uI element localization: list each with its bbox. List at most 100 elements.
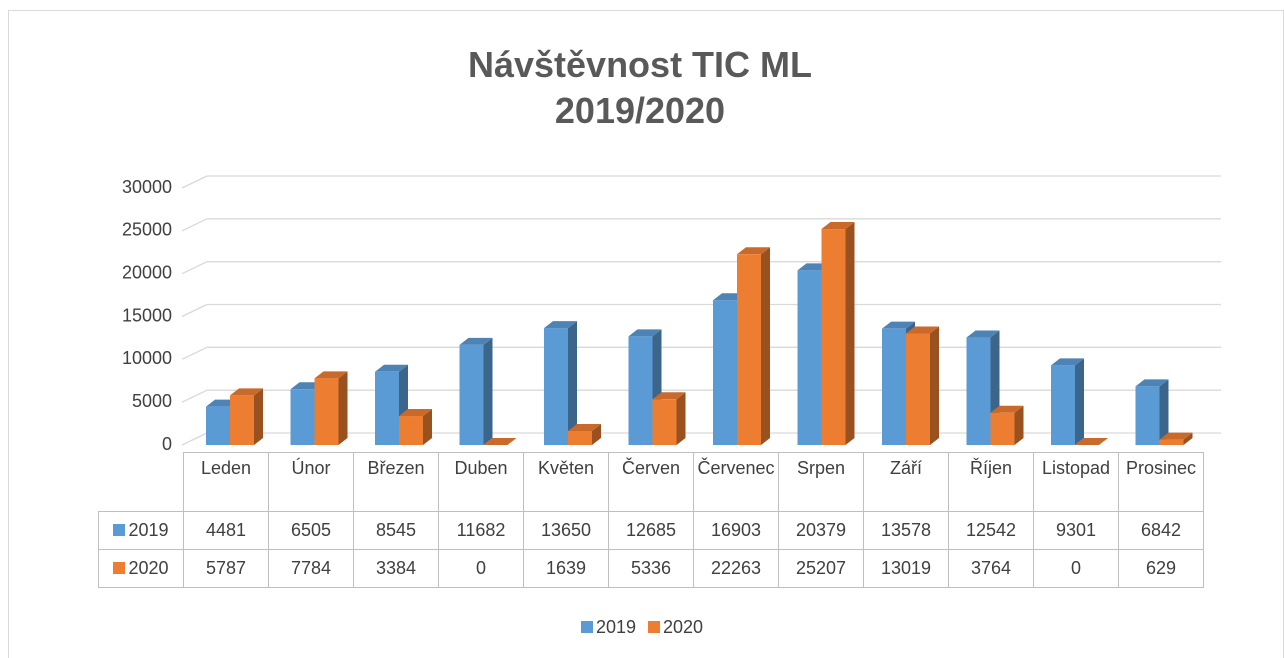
x-tick-label: Únor bbox=[268, 452, 354, 512]
bar bbox=[544, 328, 568, 445]
table-value: 3764 bbox=[948, 549, 1034, 588]
x-tick-label: Červen bbox=[608, 452, 694, 512]
legend-label: 2019 bbox=[595, 617, 636, 637]
bar-top bbox=[821, 222, 855, 230]
table-value: 11682 bbox=[438, 511, 524, 550]
bar-top bbox=[966, 330, 1000, 338]
bar-top bbox=[375, 364, 408, 372]
bar bbox=[628, 336, 653, 445]
bar-side bbox=[1014, 405, 1024, 445]
table-value: 12685 bbox=[608, 511, 694, 550]
chart-title: Návštěvnost TIC ML 2019/2020 bbox=[467, 44, 813, 131]
bar-side bbox=[930, 326, 939, 445]
bar bbox=[568, 430, 592, 445]
bar bbox=[713, 300, 737, 445]
table-value: 3384 bbox=[353, 549, 439, 588]
bar bbox=[206, 406, 230, 445]
table-series-name: 2019 bbox=[128, 520, 169, 540]
bar-side bbox=[1075, 358, 1084, 445]
y-tick-label: 10000 bbox=[122, 348, 172, 368]
bar-top bbox=[990, 405, 1024, 413]
table-value: 6505 bbox=[268, 511, 354, 550]
bar bbox=[290, 389, 315, 445]
bar bbox=[230, 395, 254, 445]
grid-slant bbox=[181, 303, 208, 318]
bar-top bbox=[568, 423, 601, 431]
bar-side bbox=[254, 388, 263, 445]
legend-key bbox=[113, 524, 126, 536]
bar bbox=[797, 270, 822, 445]
bar-top bbox=[652, 392, 686, 400]
bar bbox=[906, 333, 930, 445]
table-series-name: 2020 bbox=[128, 558, 169, 578]
table-value: 0 bbox=[1033, 549, 1119, 588]
legend-item: 2020 bbox=[648, 617, 703, 637]
legend-item: 2019 bbox=[580, 617, 636, 637]
bar-top bbox=[906, 326, 939, 334]
bar bbox=[882, 328, 906, 445]
bar-top bbox=[459, 337, 493, 345]
x-tick-label: Duben bbox=[438, 452, 524, 512]
bar bbox=[821, 229, 846, 445]
table-value: 8545 bbox=[353, 511, 439, 550]
grid-slant bbox=[181, 346, 208, 360]
table-series-cell: 2019 bbox=[98, 511, 184, 550]
bar bbox=[966, 337, 991, 445]
table-corner bbox=[98, 452, 184, 512]
x-tick-label: Září bbox=[863, 452, 949, 512]
grid-slant bbox=[181, 261, 208, 275]
bar bbox=[652, 399, 677, 445]
bar bbox=[990, 412, 1015, 445]
grid-slant bbox=[181, 432, 208, 446]
grid-slant bbox=[181, 389, 208, 403]
x-tick-label: Leden bbox=[183, 452, 269, 512]
bar-side bbox=[1183, 432, 1193, 445]
table-series-cell: 2020 bbox=[98, 549, 184, 588]
bar-side bbox=[676, 392, 686, 445]
table-value: 9301 bbox=[1033, 511, 1119, 550]
bar-top bbox=[1159, 432, 1193, 440]
table-header-row: Leden Únor Březen Duben Květen Červen Červenec… bbox=[98, 452, 1204, 512]
y-tick-label: 15000 bbox=[122, 305, 172, 325]
legend: 2019 2020 bbox=[0, 617, 1284, 638]
y-tick-label: 25000 bbox=[122, 220, 172, 240]
bar-top bbox=[1051, 358, 1084, 366]
data-table: Leden Únor Březen Duben Květen Červen Červenec… bbox=[98, 452, 1204, 588]
bar-top bbox=[544, 321, 577, 329]
legend-key bbox=[113, 562, 126, 574]
table-value: 0 bbox=[438, 549, 524, 588]
table-value: 12542 bbox=[948, 511, 1034, 550]
x-tick-label: Prosinec bbox=[1118, 452, 1204, 512]
bar-top bbox=[1135, 379, 1169, 387]
table-value: 5787 bbox=[183, 549, 269, 588]
table-row: 2020 5787 7784 3384 0 1639 5336 22263 25207 13019… bbox=[98, 549, 1204, 588]
bar bbox=[1135, 386, 1160, 445]
bar-side bbox=[568, 321, 577, 445]
bar-top bbox=[399, 409, 432, 417]
table-value: 22263 bbox=[693, 549, 779, 588]
legend-label: 2020 bbox=[663, 617, 704, 637]
x-tick-label: Červenec bbox=[693, 452, 779, 512]
bar bbox=[1051, 365, 1075, 445]
table-value: 6842 bbox=[1118, 511, 1204, 550]
legend-key bbox=[648, 621, 660, 633]
bar-top bbox=[483, 438, 517, 445]
bar-side bbox=[845, 222, 855, 445]
x-tick-label: Listopad bbox=[1033, 452, 1119, 512]
bar-top bbox=[1075, 438, 1108, 445]
table-value: 5336 bbox=[608, 549, 694, 588]
x-tick-label: Březen bbox=[353, 452, 439, 512]
table-value: 629 bbox=[1118, 549, 1204, 588]
bar-side bbox=[761, 247, 770, 445]
grid-slant bbox=[181, 218, 208, 232]
table-value: 1639 bbox=[523, 549, 609, 588]
bar bbox=[737, 254, 761, 445]
table-value: 7784 bbox=[268, 549, 354, 588]
bar bbox=[314, 378, 339, 445]
bar-top bbox=[737, 247, 770, 255]
bar-top bbox=[882, 321, 915, 329]
y-tick-label: 30000 bbox=[122, 177, 172, 197]
x-tick-label: Srpen bbox=[778, 452, 864, 512]
